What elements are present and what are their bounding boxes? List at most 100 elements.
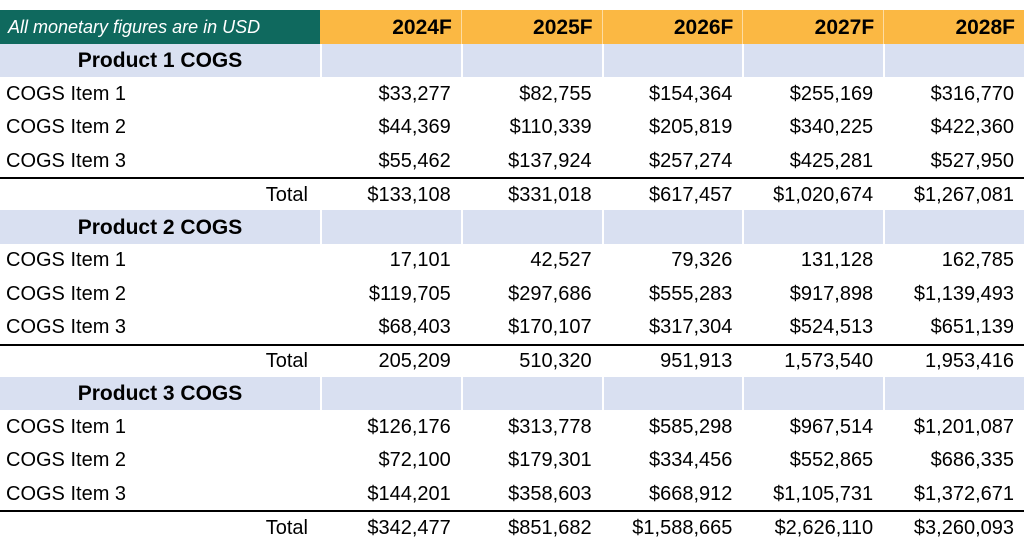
section-band-cell[interactable] xyxy=(601,210,743,244)
value-cell[interactable]: $527,950 xyxy=(930,149,1014,172)
section-band-cell[interactable] xyxy=(460,210,602,244)
value-cell[interactable]: $425,281 xyxy=(789,149,874,172)
section-band-cell[interactable] xyxy=(601,376,743,411)
value-cell[interactable]: $33,277 xyxy=(378,82,451,105)
section-band-cell[interactable] xyxy=(742,210,884,244)
value-cell[interactable]: $297,686 xyxy=(508,282,592,305)
column-header-2028f[interactable]: 2028F xyxy=(883,10,1024,44)
value-cell[interactable]: $422,360 xyxy=(930,116,1014,139)
value-cell[interactable]: $1,105,731 xyxy=(773,482,874,505)
value-cell[interactable]: $1,201,087 xyxy=(913,415,1014,438)
value-cell[interactable]: $552,865 xyxy=(789,449,874,472)
value-cell[interactable]: $126,176 xyxy=(367,415,451,438)
value-cell[interactable]: $170,107 xyxy=(508,316,592,339)
value-cell[interactable]: 162,785 xyxy=(941,249,1014,272)
total-value-cell[interactable]: $2,626,110 xyxy=(774,516,874,539)
value-cell[interactable]: $668,912 xyxy=(648,482,733,505)
row-label-cell[interactable]: COGS Item 1 xyxy=(6,249,127,272)
value-cell[interactable]: $686,335 xyxy=(930,449,1014,472)
total-value-cell[interactable]: $1,267,081 xyxy=(913,183,1014,206)
total-value-cell[interactable]: $342,477 xyxy=(367,516,451,539)
value-cell[interactable]: $340,225 xyxy=(789,116,874,139)
total-label-cell[interactable]: Total xyxy=(265,516,308,539)
total-value-cell[interactable]: 510,320 xyxy=(519,350,592,373)
section-band-cell[interactable] xyxy=(460,376,602,411)
value-cell[interactable]: $585,298 xyxy=(648,415,733,438)
column-header-2026f[interactable]: 2026F xyxy=(601,10,743,44)
section-band-cell[interactable] xyxy=(320,376,461,411)
value-cell[interactable]: $358,603 xyxy=(508,482,592,505)
column-header-2024f[interactable]: 2024F xyxy=(320,10,461,44)
value-cell[interactable]: $144,201 xyxy=(367,482,451,505)
section-band-cell[interactable] xyxy=(460,44,602,78)
section-band-cell[interactable] xyxy=(742,44,884,78)
value-cell[interactable]: $205,819 xyxy=(648,116,733,139)
value-cell[interactable]: $72,100 xyxy=(378,449,451,472)
value-cell[interactable]: $651,139 xyxy=(930,316,1014,339)
section-band-cell[interactable] xyxy=(320,210,461,244)
section-band-cell[interactable] xyxy=(883,44,1024,78)
section-band-cell[interactable] xyxy=(601,44,743,78)
value-cell[interactable]: $555,283 xyxy=(648,282,733,305)
section-header-row: Product 2 COGS xyxy=(0,210,1024,244)
value-cell[interactable]: $317,304 xyxy=(648,316,733,339)
value-cell[interactable]: $55,462 xyxy=(378,149,451,172)
value-cell[interactable]: $334,456 xyxy=(648,449,733,472)
value-cell[interactable]: $917,898 xyxy=(789,282,874,305)
total-value-cell[interactable]: $133,108 xyxy=(367,183,451,206)
section-band-cell[interactable] xyxy=(742,376,884,411)
value-cell[interactable]: $119,705 xyxy=(368,282,451,305)
value-cell[interactable]: $313,778 xyxy=(508,415,592,438)
value-cell[interactable]: $257,274 xyxy=(648,149,733,172)
units-note-cell[interactable]: All monetary figures are in USD xyxy=(0,10,320,44)
value-cell[interactable]: $255,169 xyxy=(789,82,874,105)
row-label-cell[interactable]: COGS Item 3 xyxy=(6,482,127,505)
value-cell[interactable]: 131,128 xyxy=(800,249,874,272)
row-label-cell[interactable]: COGS Item 3 xyxy=(6,149,127,172)
section-band-cell[interactable] xyxy=(320,44,461,78)
total-value-cell[interactable]: $617,457 xyxy=(648,183,733,206)
total-value-cell[interactable]: 1,953,416 xyxy=(925,350,1014,373)
total-value-cell[interactable]: $3,260,093 xyxy=(913,516,1014,539)
value-cell[interactable]: $1,139,493 xyxy=(913,282,1014,305)
row-label-cell[interactable]: COGS Item 2 xyxy=(6,282,127,305)
section-band-cell[interactable] xyxy=(883,210,1024,244)
value-cell[interactable]: $1,372,671 xyxy=(913,482,1014,505)
total-value-cell[interactable]: 1,573,540 xyxy=(784,350,874,373)
row-label-cell[interactable]: COGS Item 2 xyxy=(6,116,127,139)
total-value-cell[interactable]: $851,682 xyxy=(508,516,592,539)
column-header-2027f[interactable]: 2027F xyxy=(742,10,884,44)
total-label-cell[interactable]: Total xyxy=(265,350,308,373)
cogs-item-row: COGS Item 1 17,101 42,527 79,326 131,128 162,… xyxy=(0,244,1024,277)
value-cell[interactable]: 79,326 xyxy=(671,249,733,272)
total-value-cell[interactable]: 951,913 xyxy=(660,350,733,373)
value-cell[interactable]: $524,513 xyxy=(789,316,874,339)
value-cell[interactable]: $316,770 xyxy=(930,82,1014,105)
total-value-cell[interactable]: 205,209 xyxy=(378,350,451,373)
value-cell[interactable]: $154,364 xyxy=(648,82,733,105)
total-label-cell[interactable]: Total xyxy=(265,183,308,206)
value-cell[interactable]: 17,101 xyxy=(389,249,451,272)
column-header-2025f[interactable]: 2025F xyxy=(460,10,602,44)
row-label-cell[interactable]: COGS Item 2 xyxy=(6,449,127,472)
section-title[interactable]: Product 1 COGS xyxy=(0,44,320,78)
total-value-cell[interactable]: $1,020,674 xyxy=(773,183,874,206)
value-cell[interactable]: $82,755 xyxy=(519,82,592,105)
value-cell[interactable]: $179,301 xyxy=(508,449,592,472)
row-label-cell[interactable]: COGS Item 3 xyxy=(6,316,127,339)
value-cell[interactable]: $967,514 xyxy=(789,415,874,438)
value-cell[interactable]: $110,339 xyxy=(509,116,592,139)
total-value-cell[interactable]: $331,018 xyxy=(508,183,592,206)
total-value-cell[interactable]: $1,588,665 xyxy=(632,516,733,539)
section-title[interactable]: Product 3 COGS xyxy=(0,376,320,411)
value-cell[interactable]: $44,369 xyxy=(378,116,451,139)
section-total-row: Total $133,108 $331,018 $617,457 $1,020,674 $… xyxy=(0,177,1024,210)
value-cell[interactable]: $68,403 xyxy=(378,316,451,339)
row-label-cell[interactable]: COGS Item 1 xyxy=(6,82,127,105)
value-cell[interactable]: 42,527 xyxy=(530,249,592,272)
section-band-cell[interactable] xyxy=(883,376,1024,411)
cogs-item-row: COGS Item 2 $119,705 $297,686 $555,283 $917,… xyxy=(0,277,1024,310)
section-title[interactable]: Product 2 COGS xyxy=(0,210,320,244)
value-cell[interactable]: $137,924 xyxy=(508,149,592,172)
row-label-cell[interactable]: COGS Item 1 xyxy=(6,415,127,438)
